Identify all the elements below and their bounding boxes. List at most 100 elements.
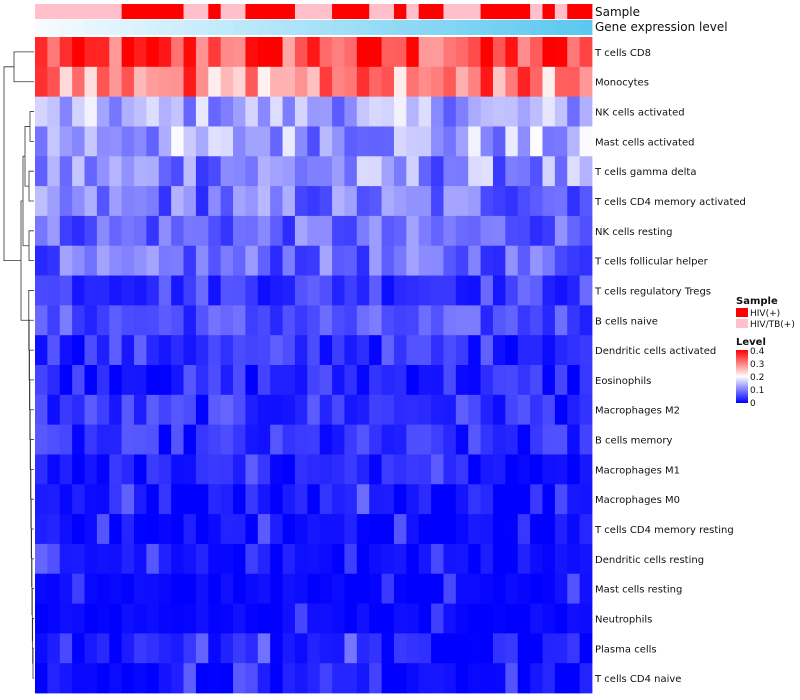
heatmap-cell bbox=[96, 663, 110, 694]
heatmap-cell bbox=[393, 514, 407, 545]
heatmap-cell bbox=[257, 514, 271, 545]
heatmap-cell bbox=[208, 96, 222, 127]
legend-label-hiv: HIV(+) bbox=[750, 309, 780, 319]
heatmap-cell bbox=[158, 66, 172, 98]
heatmap-cell bbox=[195, 573, 209, 604]
heatmap-cell bbox=[134, 663, 147, 694]
row-label: NK cells activated bbox=[595, 108, 685, 119]
heatmap-cell bbox=[406, 245, 420, 276]
heatmap-cell bbox=[307, 66, 321, 98]
heatmap-cell bbox=[96, 275, 110, 306]
heatmap-cell bbox=[468, 484, 481, 515]
heatmap-cell bbox=[134, 335, 147, 366]
heatmap-cell bbox=[443, 245, 457, 276]
heatmap-cell bbox=[72, 603, 85, 634]
heatmap-cell bbox=[233, 215, 246, 247]
heatmap-cell bbox=[47, 335, 61, 366]
gene-level-track-cell bbox=[431, 20, 444, 35]
heatmap-cell bbox=[59, 335, 73, 366]
heatmap-cell bbox=[195, 126, 209, 157]
heatmap-cell bbox=[294, 454, 308, 485]
heatmap-cell bbox=[171, 66, 184, 98]
heatmap-cell bbox=[567, 484, 581, 515]
heatmap-cell bbox=[517, 424, 531, 455]
heatmap-cell bbox=[59, 365, 73, 396]
heatmap-cell bbox=[307, 394, 321, 426]
sample-track-cell bbox=[121, 4, 135, 19]
row-label: Macrophages M0 bbox=[595, 495, 680, 506]
heatmap-cell bbox=[121, 603, 135, 634]
heatmap-cell bbox=[183, 275, 197, 306]
heatmap-cell bbox=[282, 603, 296, 634]
heatmap-cell bbox=[332, 126, 345, 157]
heatmap-cell bbox=[492, 245, 506, 276]
heatmap-cell bbox=[418, 484, 432, 515]
heatmap-cell bbox=[233, 633, 246, 664]
heatmap-cell bbox=[579, 543, 593, 575]
heatmap-cell bbox=[579, 275, 593, 306]
heatmap-cell bbox=[257, 424, 271, 455]
heatmap-cell bbox=[369, 365, 382, 396]
heatmap-cell bbox=[369, 305, 382, 336]
heatmap-cell bbox=[245, 215, 259, 247]
heatmap-cell bbox=[109, 394, 123, 426]
heatmap-cell bbox=[183, 514, 197, 545]
heatmap-cell bbox=[109, 454, 123, 485]
sample-track-cell bbox=[158, 4, 172, 19]
heatmap-cell bbox=[567, 633, 581, 664]
heatmap-cell bbox=[356, 603, 370, 634]
heatmap-cell bbox=[282, 573, 296, 604]
heatmap-cell bbox=[220, 215, 234, 247]
heatmap-cell bbox=[431, 66, 444, 98]
heatmap-cell bbox=[121, 543, 135, 575]
heatmap-cell bbox=[542, 484, 556, 515]
heatmap-cell bbox=[59, 156, 73, 187]
heatmap-cell bbox=[294, 96, 308, 127]
heatmap-cell bbox=[332, 96, 345, 127]
heatmap-cell bbox=[257, 305, 271, 336]
heatmap-cell bbox=[579, 394, 593, 426]
heatmap-cell bbox=[381, 186, 395, 217]
heatmap-cell bbox=[579, 335, 593, 366]
row-label: T cells CD4 naive bbox=[594, 674, 681, 685]
heatmap-cell bbox=[332, 514, 345, 545]
heatmap-cell bbox=[109, 215, 123, 247]
heatmap-cell bbox=[480, 365, 494, 396]
sample-track-cell bbox=[332, 4, 345, 19]
heatmap-cell bbox=[121, 96, 135, 127]
heatmap-cell bbox=[530, 424, 543, 455]
heatmap-cell bbox=[505, 663, 519, 694]
heatmap-cell bbox=[381, 365, 395, 396]
heatmap-cell bbox=[542, 186, 556, 217]
heatmap-cell bbox=[332, 663, 345, 694]
sample-track-cell bbox=[109, 4, 123, 19]
sample-track-cell bbox=[294, 4, 308, 19]
heatmap-cell bbox=[220, 424, 234, 455]
heatmap-cell bbox=[257, 484, 271, 515]
heatmap-cell bbox=[579, 484, 593, 515]
heatmap-cell bbox=[418, 365, 432, 396]
heatmap-cell bbox=[195, 454, 209, 485]
dendrogram-branch bbox=[32, 647, 34, 679]
heatmap-cell bbox=[220, 543, 234, 575]
heatmap-cell bbox=[393, 573, 407, 604]
heatmap-cell bbox=[455, 603, 469, 634]
heatmap-cell bbox=[356, 126, 370, 157]
heatmap-cell bbox=[455, 514, 469, 545]
heatmap-cell bbox=[319, 365, 333, 396]
heatmap-cell bbox=[121, 663, 135, 694]
gene-level-track-cell bbox=[146, 20, 160, 35]
gene-level-track-cell bbox=[158, 20, 172, 35]
heatmap-cell bbox=[35, 37, 48, 68]
heatmap-cell bbox=[220, 245, 234, 276]
heatmap-cell bbox=[35, 365, 48, 396]
heatmap-cell bbox=[245, 633, 259, 664]
heatmap-cell bbox=[220, 484, 234, 515]
heatmap-cell bbox=[356, 543, 370, 575]
heatmap-cell bbox=[418, 633, 432, 664]
sample-track-cell bbox=[35, 4, 48, 19]
heatmap-cell bbox=[579, 126, 593, 157]
heatmap-cell bbox=[208, 275, 222, 306]
heatmap-cell bbox=[121, 484, 135, 515]
heatmap-cell bbox=[208, 514, 222, 545]
